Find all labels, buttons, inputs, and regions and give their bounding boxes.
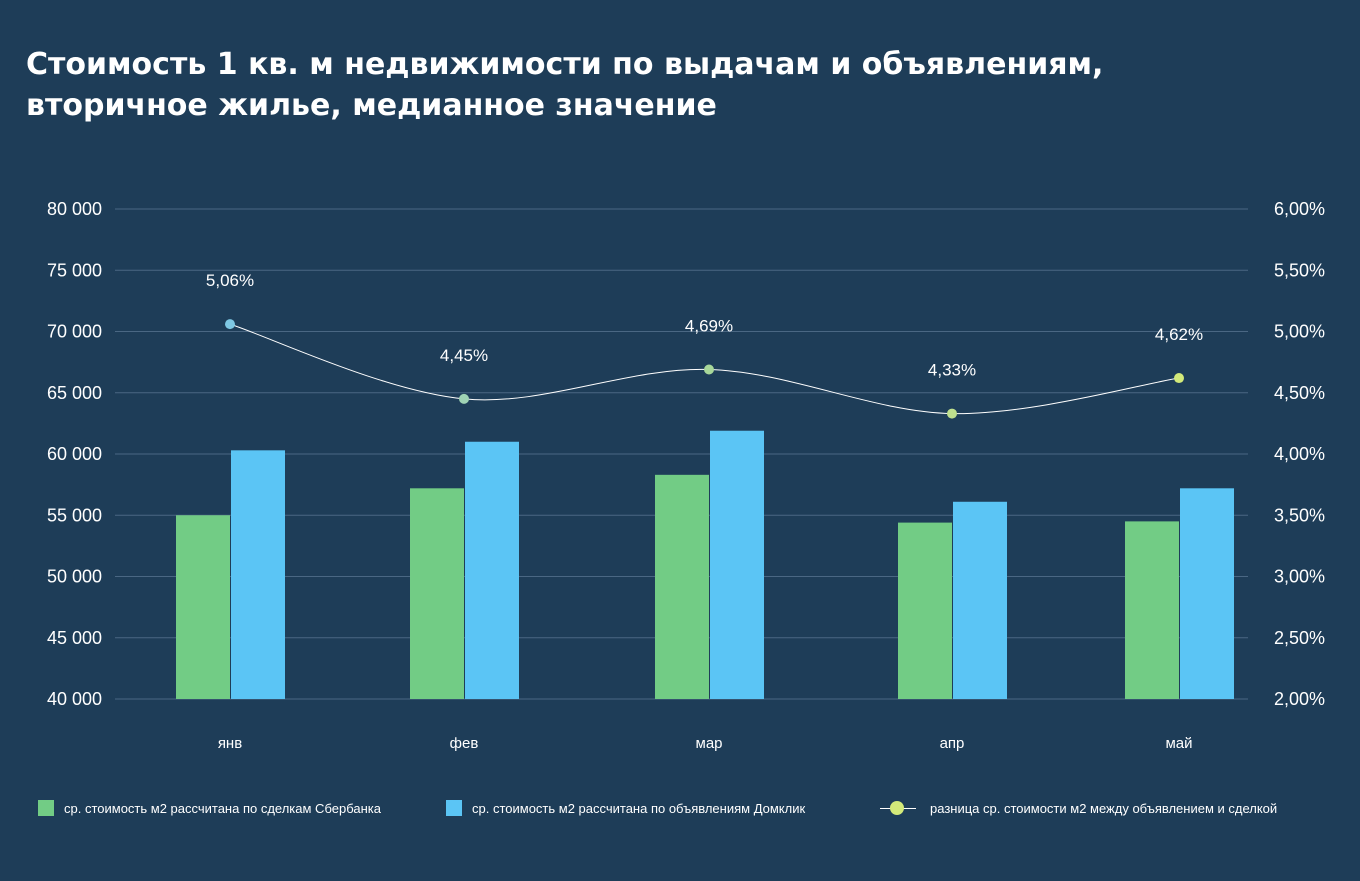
left-tick-label: 50 000 — [47, 567, 102, 587]
difference-data-label: 4,69% — [685, 316, 733, 335]
bar-sber — [410, 488, 464, 699]
bar-domclick — [231, 450, 285, 699]
right-tick-label: 5,00% — [1274, 322, 1325, 342]
difference-data-label: 4,62% — [1155, 325, 1203, 344]
chart-title-line-2: вторичное жилье, медианное значение — [26, 88, 717, 123]
left-tick-label: 80 000 — [47, 199, 102, 219]
right-tick-label: 3,50% — [1274, 505, 1325, 525]
x-tick-label: апр — [940, 735, 965, 752]
x-tick-label: май — [1165, 735, 1192, 752]
right-tick-label: 4,00% — [1274, 444, 1325, 464]
difference-data-label: 4,33% — [928, 361, 976, 380]
difference-point — [459, 393, 469, 404]
left-tick-label: 60 000 — [47, 444, 102, 464]
difference-point — [947, 408, 957, 419]
legend-item-sber[interactable]: ср. стоимость м2 рассчитана по сделкам С… — [38, 800, 381, 816]
right-tick-label: 2,50% — [1274, 628, 1325, 648]
legend-label-difference: разница ср. стоимости м2 между объявлени… — [930, 800, 1278, 816]
difference-data-label: 5,06% — [206, 271, 254, 290]
left-tick-label: 45 000 — [47, 628, 102, 648]
right-tick-label: 2,00% — [1274, 689, 1325, 709]
chart-legend: ср. стоимость м2 рассчитана по сделкам С… — [0, 800, 1360, 820]
x-tick-label: мар — [696, 735, 723, 752]
left-tick-label: 75 000 — [47, 260, 102, 280]
chart-title: Стоимость 1 кв. м недвижимости по выдача… — [26, 44, 1326, 126]
right-tick-label: 6,00% — [1274, 199, 1325, 219]
legend-label-sber: ср. стоимость м2 рассчитана по сделкам С… — [64, 800, 381, 816]
left-tick-label: 55 000 — [47, 505, 102, 525]
legend-item-domclick[interactable]: ср. стоимость м2 рассчитана по объявлени… — [446, 800, 805, 816]
difference-point — [704, 364, 714, 375]
legend-swatch-blue — [446, 800, 462, 816]
difference-point — [1174, 373, 1184, 384]
difference-data-label: 4,45% — [440, 346, 488, 365]
legend-item-difference[interactable]: разница ср. стоимости м2 между объявлени… — [880, 800, 1277, 816]
x-tick-label: янв — [218, 735, 242, 752]
legend-line-marker-icon — [880, 800, 916, 816]
left-tick-label: 65 000 — [47, 383, 102, 403]
x-tick-label: фев — [450, 735, 479, 752]
left-tick-label: 70 000 — [47, 322, 102, 342]
bar-domclick — [1180, 488, 1234, 699]
bar-sber — [176, 515, 230, 699]
right-tick-label: 4,50% — [1274, 383, 1325, 403]
bar-sber — [655, 474, 709, 699]
legend-swatch-green — [38, 800, 54, 816]
chart-title-line-1: Стоимость 1 кв. м недвижимости по выдача… — [26, 47, 1104, 82]
legend-label-domclick: ср. стоимость м2 рассчитана по объявлени… — [472, 800, 806, 816]
bar-sber — [898, 522, 952, 699]
bar-sber — [1125, 521, 1179, 699]
bar-domclick — [465, 441, 519, 699]
left-tick-label: 40 000 — [47, 689, 102, 709]
right-tick-label: 3,00% — [1274, 567, 1325, 587]
bar-domclick — [710, 430, 764, 699]
right-tick-label: 5,50% — [1274, 260, 1325, 280]
difference-point — [225, 319, 235, 330]
bar-domclick — [953, 501, 1007, 699]
